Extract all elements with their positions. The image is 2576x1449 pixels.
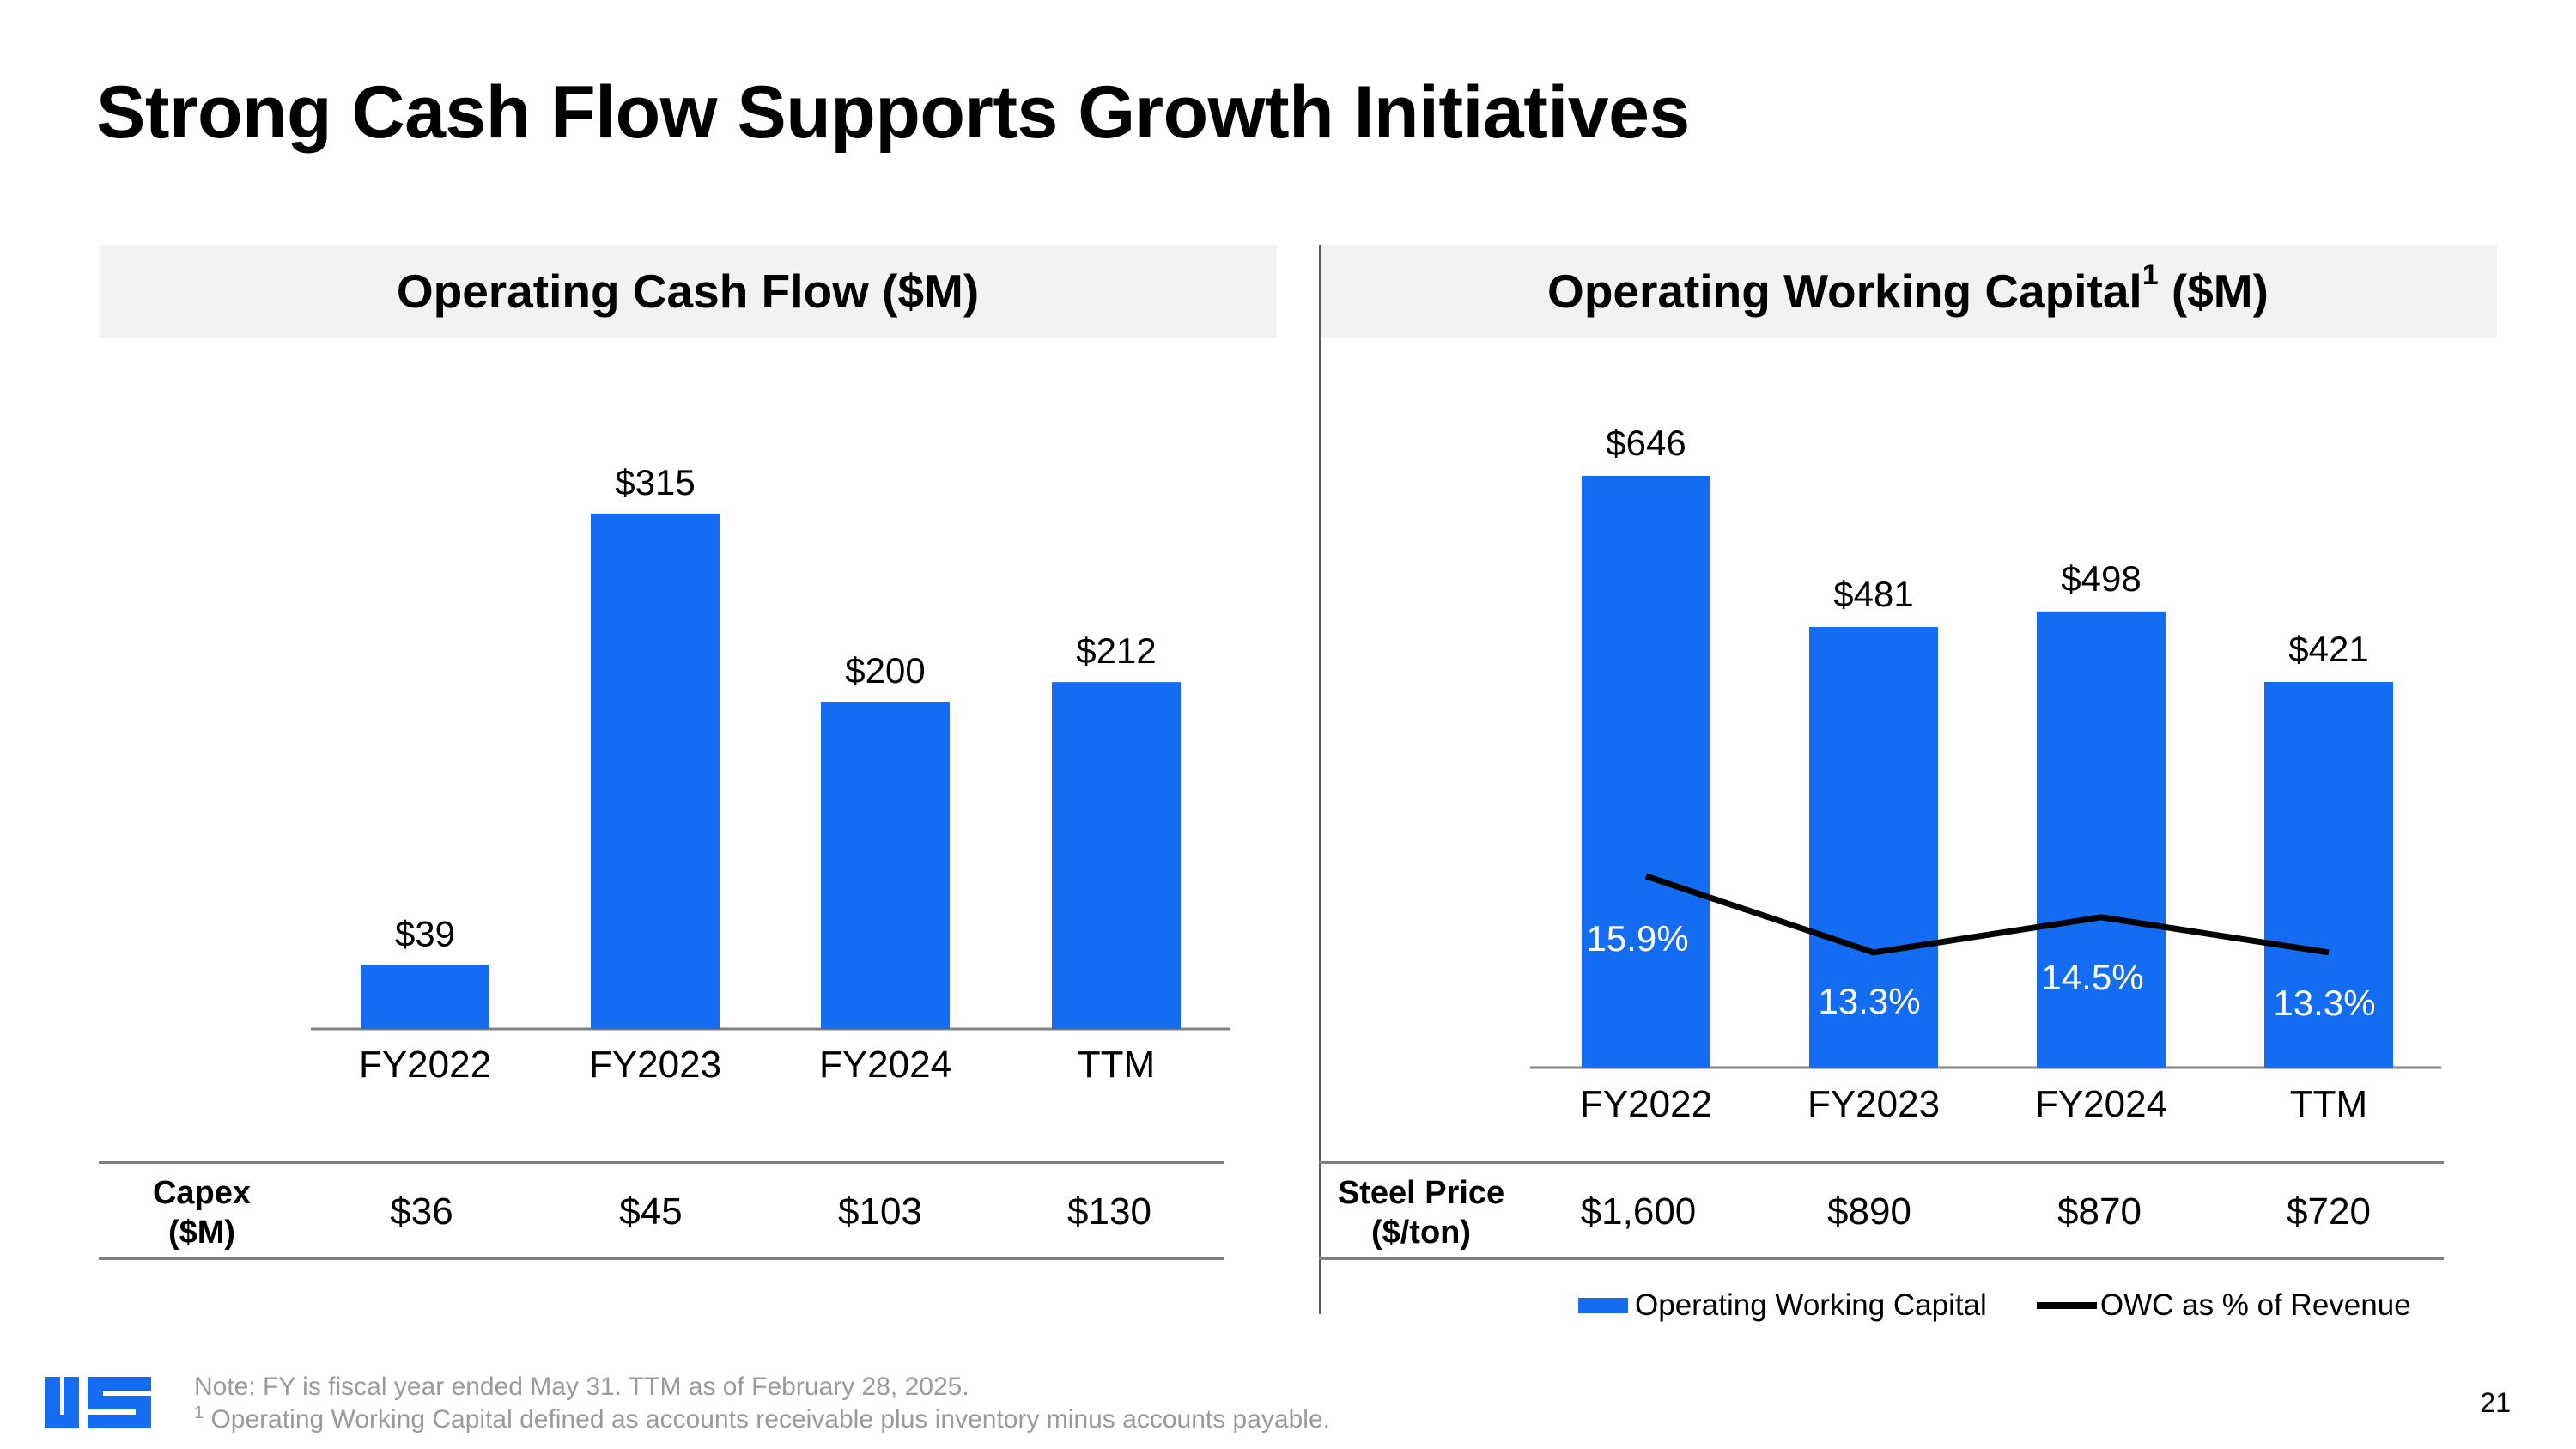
capex-ttm: $130 <box>1067 1190 1151 1233</box>
owc-value-label: $421 <box>2288 629 2368 669</box>
ocf-category-label: FY2023 <box>589 1044 721 1086</box>
steel-price-ttm: $720 <box>2287 1190 2371 1233</box>
ocf-value-label: $315 <box>615 462 695 502</box>
page-number: 21 <box>2480 1387 2511 1418</box>
owc-bar-fy2023 <box>1809 626 1938 1068</box>
ocf-bar-fy2023 <box>591 513 720 1029</box>
left-table-bottom-rule <box>99 1257 1224 1260</box>
capex-fy2023: $45 <box>619 1190 683 1233</box>
owc-category-label: FY2022 <box>1580 1083 1712 1125</box>
owc-category-label: FY2024 <box>2035 1083 2167 1125</box>
left-table-top-rule <box>99 1161 1224 1164</box>
right-chart-header: Operating Working Capital1 ($M) <box>1319 245 2497 338</box>
owc-pct-line <box>1644 873 2330 956</box>
steel-price-fy2022: $1,600 <box>1580 1190 1697 1233</box>
ocf-value-label: $212 <box>1076 630 1156 671</box>
steel-price-fy2023: $890 <box>1827 1190 1911 1233</box>
owc-pct-label: 14.5% <box>2041 957 2143 997</box>
owc-value-label: $481 <box>1833 574 1913 614</box>
capex-fy2024: $103 <box>838 1190 922 1233</box>
footnote-fiscal-year: Note: FY is fiscal year ended May 31. TT… <box>194 1373 969 1401</box>
owc-pct-label: 13.3% <box>1818 981 1920 1021</box>
left-chart-title: Operating Cash Flow ($M) <box>396 265 980 318</box>
ocf-category-label: FY2024 <box>819 1044 951 1086</box>
right-table-bottom-rule <box>1319 1257 2444 1260</box>
left-chart-header: Operating Cash Flow ($M) <box>99 245 1277 338</box>
ocf-value-label: $200 <box>845 650 925 691</box>
legend-bar-label: Operating Working Capital <box>1635 1288 1987 1322</box>
ocf-bar-ttm <box>1052 682 1181 1029</box>
ocf-category-label: TTM <box>1078 1044 1155 1086</box>
footnote-marker: 1 <box>194 1403 204 1422</box>
ocf-bar-fy2022 <box>361 965 489 1029</box>
steel-price-fy2024: $870 <box>2057 1190 2142 1233</box>
owc-value-label: $498 <box>2061 558 2141 599</box>
ocf-value-label: $39 <box>395 914 455 954</box>
ocf-bar-fy2024 <box>821 702 950 1029</box>
owc-category-label: TTM <box>2290 1083 2367 1125</box>
right-chart-title: Operating Working Capital1 ($M) <box>1547 259 2269 318</box>
company-logo <box>45 1377 151 1428</box>
legend-line-label: OWC as % of Revenue <box>2099 1288 2411 1322</box>
capex-fy2022: $36 <box>390 1190 453 1233</box>
legend-line-swatch <box>2036 1302 2097 1309</box>
slide-title: Strong Cash Flow Supports Growth Initiat… <box>96 71 1690 154</box>
owc-bar-fy2024 <box>2037 611 2166 1068</box>
capex-label: Capex ($M) <box>152 1175 252 1251</box>
chart-legend: Operating Working Capital OWC as % of Re… <box>1578 1288 2411 1323</box>
legend-bar-swatch <box>1578 1298 1628 1313</box>
owc-category-label: FY2023 <box>1807 1083 1940 1125</box>
owc-pct-label: 15.9% <box>1586 918 1688 959</box>
owc-value-label: $646 <box>1606 423 1686 463</box>
owc-bar-fy2022 <box>1582 475 1710 1068</box>
owc-bar-ttm <box>2264 681 2393 1068</box>
panel-divider <box>1319 245 1321 1314</box>
steel-price-label: Steel Price ($/ton) <box>1337 1175 1505 1251</box>
ocf-category-label: FY2022 <box>359 1044 491 1086</box>
right-table-top-rule <box>1319 1161 2444 1164</box>
footnote-owc-definition: 1 Operating Working Capital defined as a… <box>194 1403 1330 1434</box>
owc-pct-label: 13.3% <box>2273 983 2375 1023</box>
